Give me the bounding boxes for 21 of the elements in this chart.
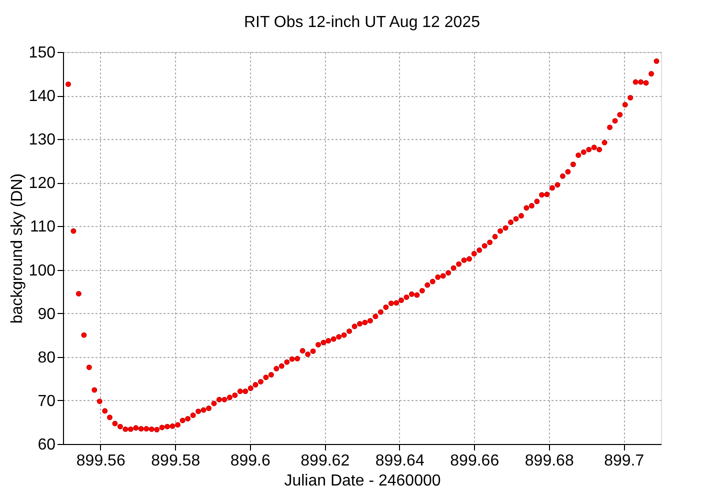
y-tick-label: 90 [38,306,56,323]
y-tick-label: 70 [38,392,56,410]
x-tick-label: 899.7 [604,452,644,470]
y-tick-label: 120 [28,175,56,192]
y-tick-label: 140 [28,88,56,106]
y-tick-label: 110 [30,218,56,236]
x-tick-label: 899.62 [300,452,350,470]
y-axis-title: background sky (DN) [8,173,26,324]
y-tick-label: 130 [28,132,56,149]
y-tick-label: 150 [28,44,56,62]
x-tick-label: 899.68 [524,452,574,470]
x-tick-label: 899.66 [450,452,500,470]
y-tick-label: 80 [38,349,56,366]
x-tick-label: 899.58 [151,452,200,470]
x-tick-label: 899.6 [230,452,270,470]
x-tick-label: 899.56 [76,452,126,470]
x-tick-label: 899.64 [375,452,424,470]
x-axis-title: Julian Date - 2460000 [284,472,441,490]
y-tick-label: 100 [28,262,56,280]
chart-title: RIT Obs 12-inch UT Aug 12 2025 [244,14,480,31]
y-tick-label: 60 [38,436,56,454]
